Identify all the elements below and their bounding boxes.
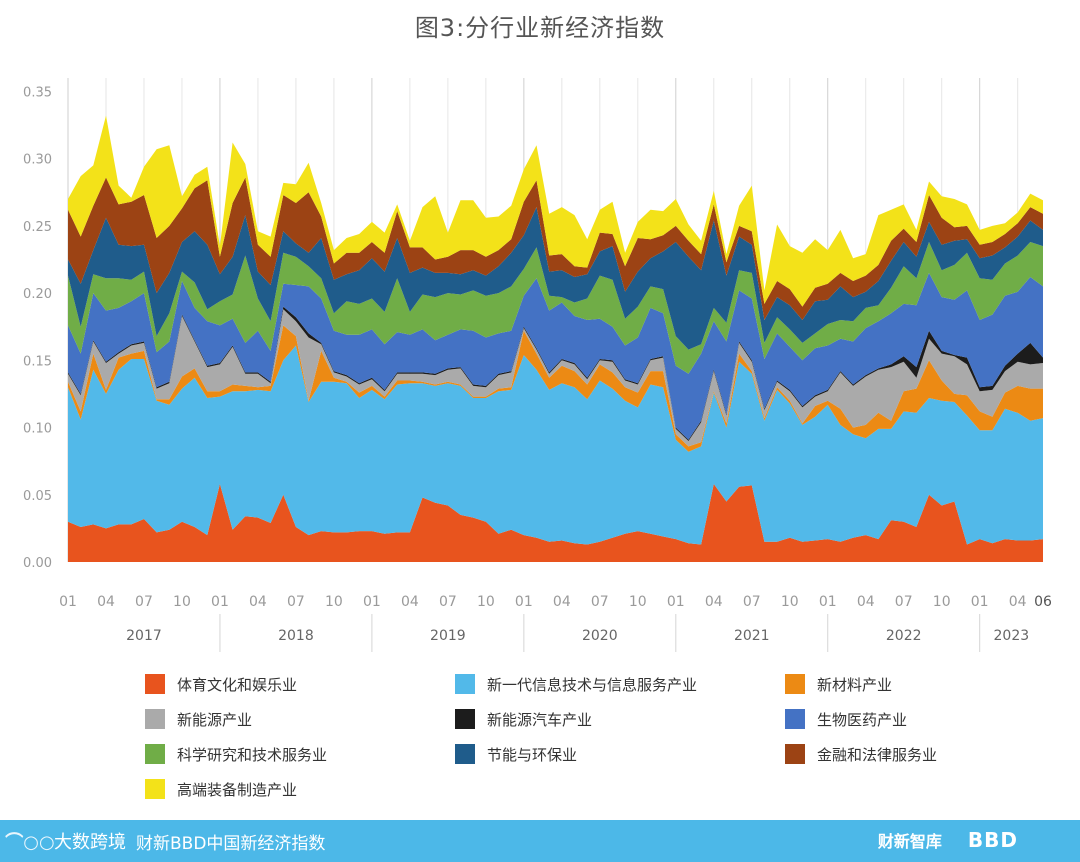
legend-item: 新能源汽车产业 [455,707,592,731]
x-month-label: 07 [287,594,305,610]
footer-subtitle: 财新BBD中国新经济指数 [136,833,326,854]
footer-brand-bbd: BBD [967,828,1018,852]
y-tick-label: 0.00 [23,556,52,571]
x-month-label: 04 [1009,594,1027,610]
y-tick-label: 0.20 [23,287,52,302]
x-month-label: 04 [249,594,267,610]
legend-item: 新能源产业 [145,707,252,731]
legend-item: 节能与环保业 [455,742,577,766]
x-month-label: 01 [667,594,685,610]
x-month-label: 04 [553,594,571,610]
x-month-label: 01 [971,594,989,610]
x-month-label: 01 [59,594,77,610]
legend-label: 新材料产业 [817,675,893,694]
x-month-label: 10 [173,594,191,610]
axis-layer: 0.00 0.05 0.10 0.15 0.20 0.25 0.30 0.35 01 04 07 10… [23,85,1052,652]
y-tick-label: 0.05 [23,489,52,504]
legend-swatch [145,709,165,729]
legend-label: 新一代信息技术与信息服务产业 [487,675,698,694]
x-month-label: 10 [477,594,495,610]
y-tick-label: 0.25 [23,220,52,235]
y-tick-label: 0.35 [23,85,52,100]
x-month-label: 01 [819,594,837,610]
x-year-label: 2023 [994,628,1030,644]
y-tick-label: 0.30 [23,153,52,168]
legend-swatch [785,674,805,694]
legend-swatch [455,674,475,694]
legend-item: 金融和法律服务业 [785,742,937,766]
x-month-label: 01 [515,594,533,610]
area-series-9 [68,177,1043,320]
x-year-label: 2017 [126,628,162,644]
legend-label: 节能与环保业 [487,745,578,764]
footer-brand-caixin: 财新智库 [877,832,942,851]
y-tick-label: 0.15 [23,354,52,369]
area-series-10 [68,115,1043,307]
x-year-label: 2022 [886,628,922,644]
legend-label: 新能源汽车产业 [487,710,593,729]
legend-swatch [785,744,805,764]
footer-brand-left: 大数跨境 [54,832,126,853]
x-year-label: 2018 [278,628,314,644]
area-series-4 [68,309,1043,447]
area-series-2 [68,345,1043,545]
legend-label: 新能源产业 [177,710,253,729]
legend-swatch [145,674,165,694]
x-month-label: 07 [743,594,761,610]
x-month-label: 04 [857,594,875,610]
x-month-label: 01 [211,594,229,610]
brand-logo-icon: ⌒○○ [5,832,55,853]
legend-label: 金融和法律服务业 [817,745,938,764]
legend-swatch [145,744,165,764]
footer-bar: ⌒○○ 大数跨境 财新BBD中国新经济指数 财新智库 BBD [0,820,1080,862]
legend-item: 体育文化和娱乐业 [145,672,297,696]
legend-swatch [785,709,805,729]
legend-swatch [455,709,475,729]
legend-swatch [455,744,475,764]
y-tick-label: 0.10 [23,422,52,437]
area-series-7 [68,242,1043,374]
legend-item: 新一代信息技术与信息服务产业 [455,672,697,696]
legend-item: 高端装备制造产业 [145,777,297,801]
x-month-label: 10 [629,594,647,610]
area-series-8 [68,207,1043,350]
area-layer [68,115,1043,562]
x-month-label: 10 [325,594,343,610]
legend-item: 科学研究和技术服务业 [145,742,327,766]
legend-item: 新材料产业 [785,672,892,696]
x-month-label: 07 [439,594,457,610]
x-month-label: 01 [363,594,381,610]
x-year-label: 2020 [582,628,618,644]
chart-title: 图3:分行业新经济指数 [414,14,666,42]
legend-swatch [145,779,165,799]
area-series-6 [68,272,1043,440]
x-month-label: 10 [781,594,799,610]
area-series-3 [68,325,1043,452]
x-month-label: 04 [705,594,723,610]
x-year-label: 2021 [734,628,770,644]
legend-label: 体育文化和娱乐业 [177,675,298,694]
x-month-label: 04 [97,594,115,610]
legend-label: 科学研究和技术服务业 [177,745,328,764]
legend-label: 生物医药产业 [817,710,908,729]
area-series-1 [68,484,1043,562]
footer-right: 财新智库 BBD [878,828,1018,852]
x-month-label: 07 [591,594,609,610]
x-month-label: 07 [135,594,153,610]
footer-left: ⌒○○ 大数跨境 财新BBD中国新经济指数 [5,828,326,854]
x-month-label: 06 [1034,594,1052,610]
x-month-label: 07 [895,594,913,610]
legend-item: 生物医药产业 [785,707,907,731]
x-month-label: 04 [401,594,419,610]
x-month-label: 10 [933,594,951,610]
stacked-area-chart: 0.00 0.05 0.10 0.15 0.20 0.25 0.30 0.35 01 04 07 10… [23,78,1052,652]
x-year-label: 2019 [430,628,466,644]
legend-label: 高端装备制造产业 [177,780,298,799]
